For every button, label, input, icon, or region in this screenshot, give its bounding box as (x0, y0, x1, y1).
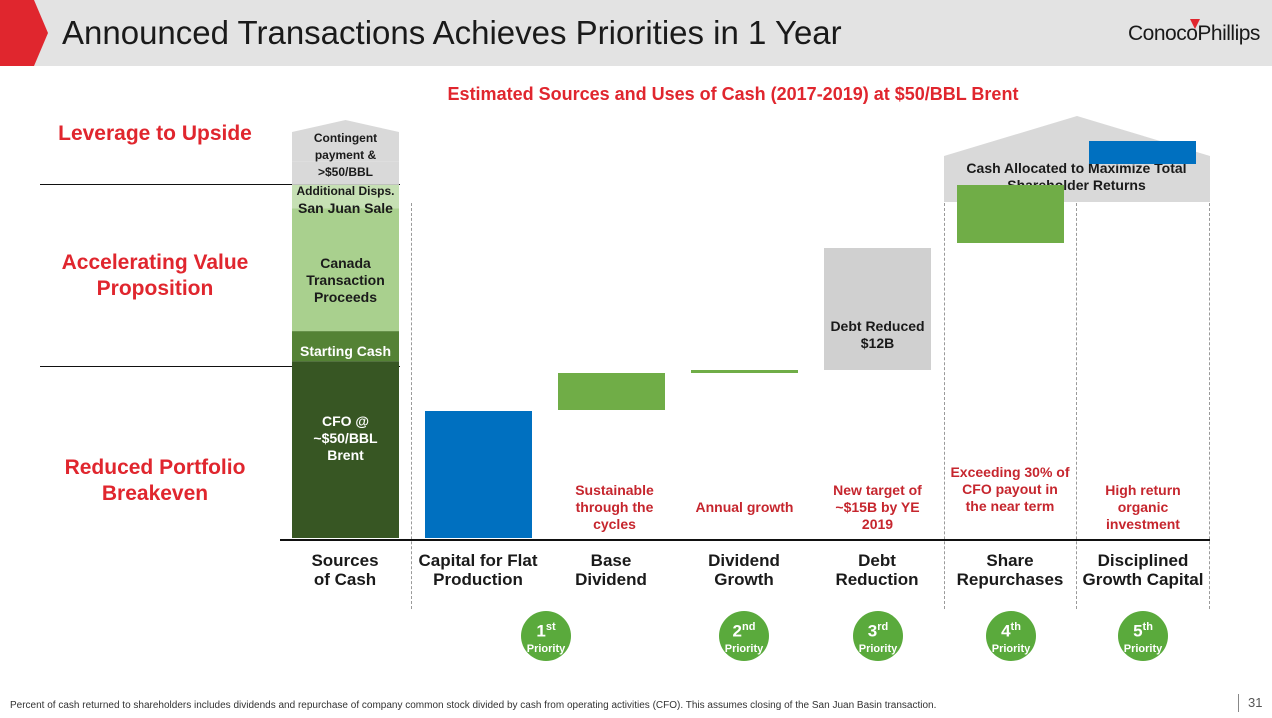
priority-badge-1: 1st Priority (521, 611, 571, 661)
san-juan-label: San Juan Sale (298, 200, 393, 216)
category-label-growth-capital: Disciplined Growth Capital (1082, 551, 1204, 589)
note-dividend-growth: Annual growth (695, 499, 794, 515)
starting-cash-label: Starting Cash (299, 343, 391, 359)
company-logo: ConocoPhillips (1128, 22, 1260, 45)
priority-badge-5: 5th Priority (1118, 611, 1168, 661)
zone-label-breakeven: Reduced Portfolio Breakeven (64, 456, 246, 505)
note-growth-capital: High return organic investment (1105, 482, 1181, 532)
category-label-capital: Capital for Flat Production (418, 551, 538, 589)
sources-segment-additional-disps (292, 161, 399, 185)
repurchase-authorized-label: $6B Authorized (959, 246, 1062, 262)
page-number-divider (1238, 694, 1239, 712)
cfo-label: CFO @ ~$50/BBL Brent (313, 413, 378, 463)
priority-badge-4: 4th Priority (986, 611, 1036, 661)
debt-reduced-label: Debt Reduced $12B (830, 318, 925, 351)
note-debt-reduction: New target of ~$15B by YE 2019 (833, 482, 922, 532)
sources-segment-starting-cash (292, 331, 399, 362)
note-base-dividend: Sustainable through the cycles (575, 482, 654, 532)
chart-baseline (280, 539, 1210, 541)
canada-label: Canada Transaction Proceeds (306, 255, 385, 305)
contingent-payment-label: Contingent payment & >$50/BBL (313, 131, 378, 179)
additional-disps-label: Additional Disps. (296, 184, 395, 198)
shareholder-returns-bracket (944, 116, 1210, 202)
note-share-repurchases: Exceeding 30% of CFO payout in the near … (950, 464, 1070, 514)
priority-badge-3: 3rd Priority (853, 611, 903, 661)
column-separator (1076, 203, 1077, 609)
zone-divider-upper (40, 184, 400, 185)
column-separator (1209, 203, 1210, 609)
chart-title: Estimated Sources and Uses of Cash (2017… (447, 84, 1019, 104)
category-label-sources: Sources of Cash (311, 551, 379, 589)
footnote: Percent of cash returned to shareholders… (10, 700, 937, 711)
column-separator (944, 203, 945, 609)
header-accent-shape (0, 0, 48, 66)
column-separator (411, 203, 412, 609)
bar-debt-reduction (824, 247, 931, 370)
page-title: Announced Transactions Achieves Prioriti… (62, 14, 842, 51)
sources-segment-canada (292, 208, 399, 332)
sources-stack-svg (292, 120, 399, 538)
priority-badge-2: 2nd Priority (719, 611, 769, 661)
bar-base-dividend (558, 372, 665, 411)
bar-capital-flat-production (425, 410, 532, 538)
page-number: 31 (1248, 695, 1263, 710)
logo-mark-icon (1190, 19, 1200, 29)
category-label-debt-reduction: Debt Reduction (835, 551, 919, 589)
sources-segment-contingent (292, 120, 399, 162)
bar-dividend-growth (691, 369, 798, 373)
category-label-share-repurchases: Share Repurchases (956, 551, 1064, 589)
zone-label-leverage: Leverage to Upside (58, 122, 252, 145)
bar-growth-capital (1089, 140, 1196, 165)
sources-segment-san-juan (292, 184, 399, 209)
zone-label-accelerating: Accelerating Value Proposition (61, 251, 249, 300)
header-bar (0, 0, 1272, 66)
zone-divider-lower (40, 366, 400, 367)
sources-segment-cfo (292, 361, 399, 538)
modest-growth-label: Modest Growth (1091, 209, 1194, 225)
bar-share-repurchases (957, 185, 1064, 243)
category-label-dividend-growth: Dividend Growth (708, 551, 780, 589)
category-label-base-dividend: Base Dividend (575, 551, 647, 589)
